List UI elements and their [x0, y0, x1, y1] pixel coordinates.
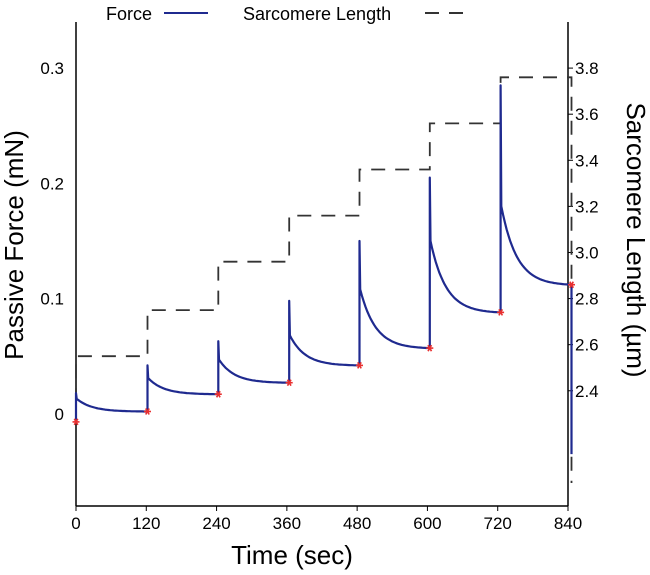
left-axis-title: Passive Force (mN)	[0, 130, 29, 360]
legend-label-force: Force	[106, 4, 152, 24]
force-marker	[497, 308, 505, 316]
right-axis-title: Sarcomere Length (µm)	[621, 102, 650, 377]
x-tick-label: 480	[343, 514, 371, 533]
right-y-tick-label: 3.2	[575, 197, 599, 216]
x-tick-label: 0	[71, 514, 80, 533]
force-marker	[72, 418, 80, 426]
tick-labels: 0 120 240 360 480 600 720 840 0 0.1 0.2 0.3 2.4 2.6 2.…	[40, 59, 598, 533]
right-y-tick-label: 2.4	[575, 382, 599, 401]
right-y-tick-label: 2.6	[575, 336, 599, 355]
legend: Force Sarcomere Length	[106, 4, 468, 24]
legend-label-sarcomere: Sarcomere Length	[243, 4, 391, 24]
x-tick-label: 120	[132, 514, 160, 533]
x-axis-title: Time (sec)	[231, 540, 353, 570]
right-y-tick-label: 3.6	[575, 105, 599, 124]
right-y-tick-label: 3.8	[575, 59, 599, 78]
force-marker	[144, 408, 151, 415]
x-tick-label: 240	[202, 514, 230, 533]
force-marker	[214, 390, 222, 398]
series-layer	[74, 76, 573, 483]
right-y-tick-label: 2.8	[575, 290, 599, 309]
x-tick-label: 600	[413, 514, 441, 533]
left-y-tick-label: 0.2	[40, 174, 64, 193]
force-marker	[568, 281, 575, 289]
right-y-tick-label: 3.4	[575, 151, 599, 170]
series-sarcomere-length-line	[75, 76, 573, 483]
x-tick-label: 360	[273, 514, 301, 533]
marker-layer	[72, 281, 575, 426]
x-tick-label: 840	[554, 514, 582, 533]
left-y-tick-label: 0.1	[40, 290, 64, 309]
force-marker	[426, 344, 434, 352]
right-y-tick-label: 3.0	[575, 243, 599, 262]
series-force-line	[74, 84, 573, 455]
x-tick-label: 720	[484, 514, 512, 533]
force-marker	[356, 361, 363, 369]
left-y-tick-label: 0.3	[40, 59, 64, 78]
force-marker	[285, 379, 293, 387]
left-y-tick-label: 0	[55, 405, 64, 424]
